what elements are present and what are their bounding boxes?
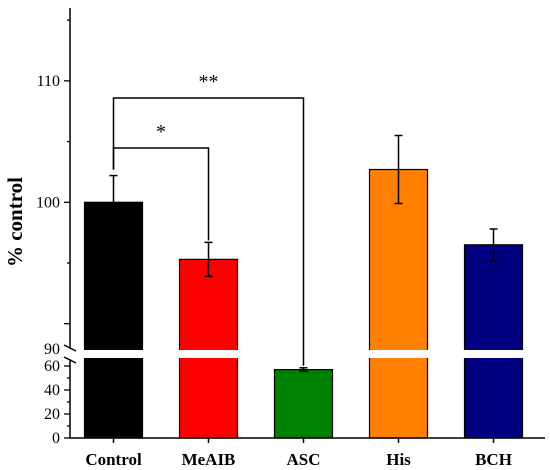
bar-asc [273, 369, 334, 439]
bar-meaib [178, 258, 239, 439]
y-tick-label: 100 [36, 194, 60, 211]
error-bar-asc [299, 367, 308, 373]
x-tick-label-his: His [386, 450, 411, 469]
bars-layer [83, 134, 524, 439]
x-tick-label-asc: ASC [286, 450, 320, 469]
x-tick-label-bch: BCH [475, 450, 512, 469]
error-bar-meaib [204, 241, 213, 278]
y-tick-label: 40 [44, 382, 60, 399]
significance-bracket: ** [112, 71, 305, 366]
y-tick-label: 0 [52, 430, 60, 447]
error-bar-his [394, 134, 403, 205]
error-bar-bch [489, 228, 498, 262]
significance-label: ** [199, 71, 219, 93]
axis-break-mark [63, 344, 77, 352]
y-tick-label: 20 [44, 406, 60, 423]
bar-his [368, 168, 429, 439]
x-tick-label-control: Control [85, 450, 142, 469]
y-tick-label: 90 [44, 341, 60, 358]
y-axis-title: % control [3, 177, 27, 267]
x-tick-label-meaib: MeAIB [182, 450, 236, 469]
significance-line [112, 97, 305, 366]
axis-break-mark [63, 356, 77, 364]
y-tick-label: 60 [44, 358, 60, 375]
y-tick-label: 110 [37, 73, 60, 90]
axis-break-gap [56, 350, 545, 358]
significance-label: * [156, 121, 166, 143]
bar-control [83, 201, 144, 439]
error-bar-control [109, 174, 118, 230]
bar-bch [463, 244, 524, 439]
